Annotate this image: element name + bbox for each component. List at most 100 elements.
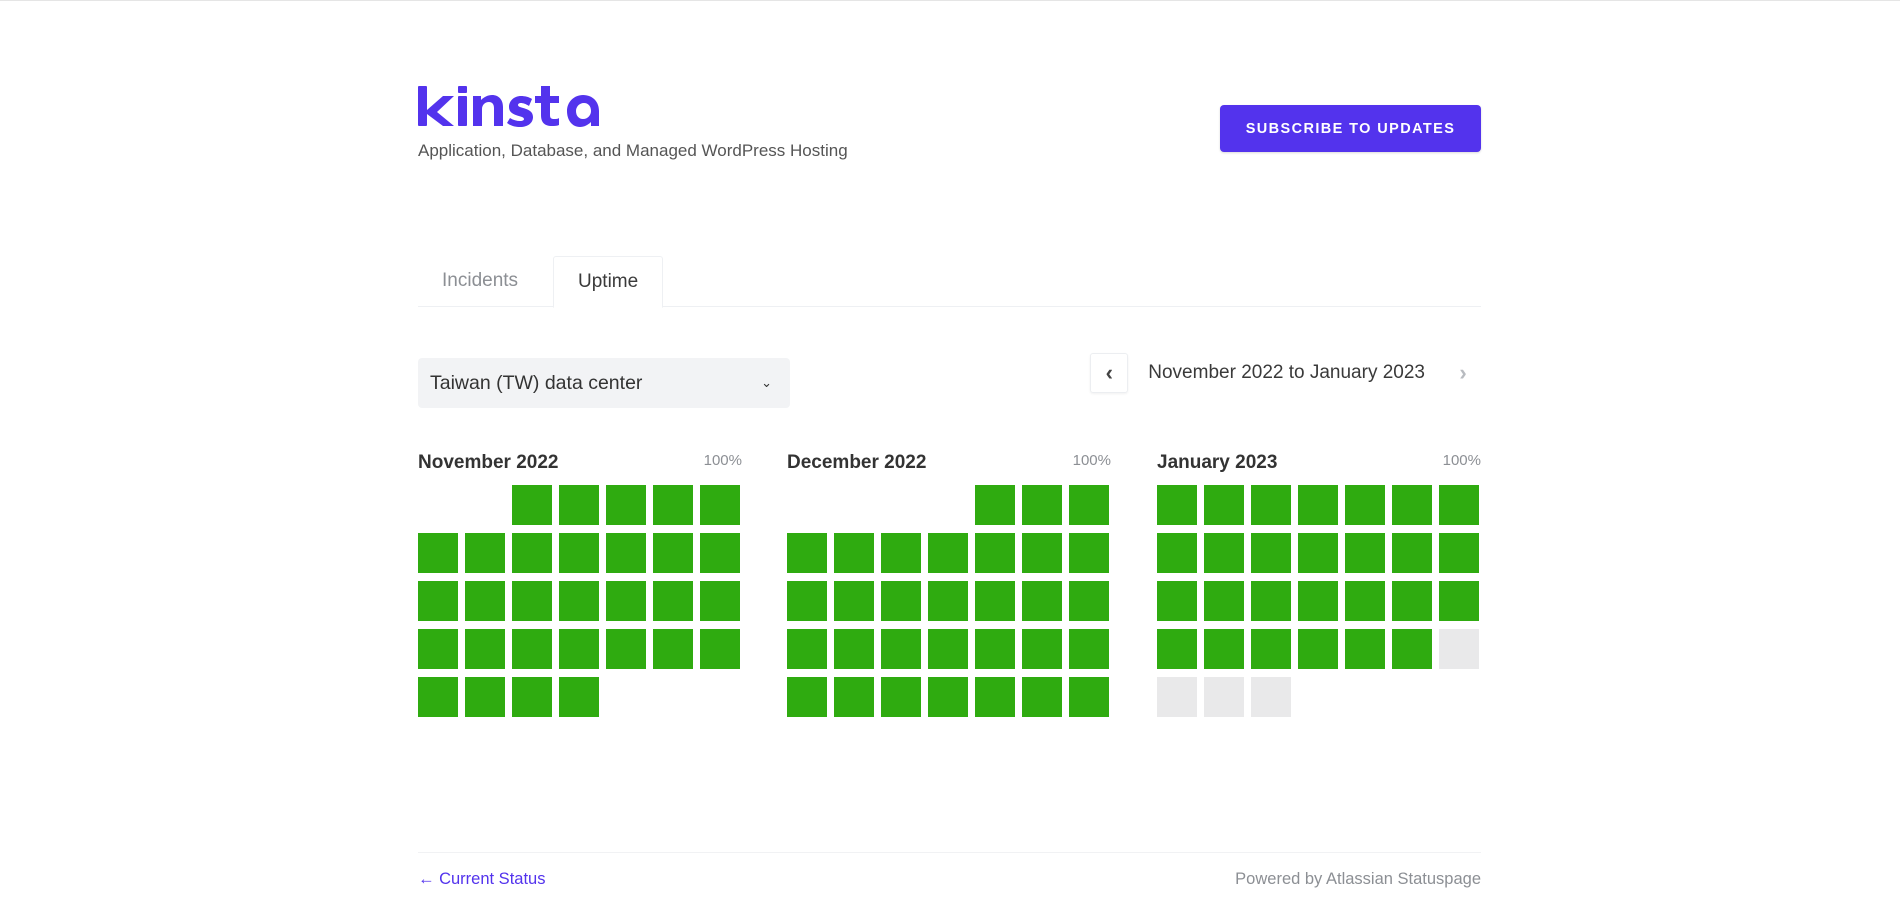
day-cell-operational[interactable] xyxy=(1022,533,1062,573)
day-cell-operational[interactable] xyxy=(1157,629,1197,669)
day-cell-operational[interactable] xyxy=(1251,581,1291,621)
day-cell-operational[interactable] xyxy=(700,533,740,573)
day-cell-operational[interactable] xyxy=(1022,677,1062,717)
day-cell-operational[interactable] xyxy=(700,629,740,669)
day-cell-operational[interactable] xyxy=(787,581,827,621)
day-cell-operational[interactable] xyxy=(418,533,458,573)
next-range-button[interactable]: › xyxy=(1445,354,1481,392)
day-cell-operational[interactable] xyxy=(1069,581,1109,621)
day-cell-operational[interactable] xyxy=(881,533,921,573)
day-cell-operational[interactable] xyxy=(1069,677,1109,717)
day-cell-operational[interactable] xyxy=(465,677,505,717)
day-cell-operational[interactable] xyxy=(834,581,874,621)
day-cell-operational[interactable] xyxy=(975,581,1015,621)
day-cell-operational[interactable] xyxy=(1157,533,1197,573)
day-cell-operational[interactable] xyxy=(787,677,827,717)
day-cell-operational[interactable] xyxy=(928,629,968,669)
day-cell-operational[interactable] xyxy=(1298,485,1338,525)
day-cell-operational[interactable] xyxy=(1392,485,1432,525)
day-cell-operational[interactable] xyxy=(1022,581,1062,621)
day-cell-operational[interactable] xyxy=(881,581,921,621)
day-cell-operational[interactable] xyxy=(653,581,693,621)
day-cell-operational[interactable] xyxy=(1298,581,1338,621)
data-center-select[interactable]: Taiwan (TW) data center ⌄ xyxy=(418,358,790,408)
day-cell-operational[interactable] xyxy=(1157,581,1197,621)
day-cell-operational[interactable] xyxy=(606,533,646,573)
day-cell-operational[interactable] xyxy=(559,629,599,669)
day-cell-operational[interactable] xyxy=(834,533,874,573)
day-cell-operational[interactable] xyxy=(512,581,552,621)
day-cell-operational[interactable] xyxy=(1204,629,1244,669)
day-cell-no-data[interactable] xyxy=(1204,677,1244,717)
day-cell-operational[interactable] xyxy=(1345,533,1385,573)
day-cell-operational[interactable] xyxy=(700,485,740,525)
day-cell-operational[interactable] xyxy=(1157,485,1197,525)
day-cell-operational[interactable] xyxy=(1069,485,1109,525)
current-status-link[interactable]: ← Current Status xyxy=(418,870,546,888)
day-cell-operational[interactable] xyxy=(1392,533,1432,573)
day-cell-operational[interactable] xyxy=(1439,533,1479,573)
day-cell-operational[interactable] xyxy=(1439,581,1479,621)
day-cell-operational[interactable] xyxy=(881,629,921,669)
kinsta-logo[interactable] xyxy=(418,86,618,130)
day-cell-operational[interactable] xyxy=(653,629,693,669)
day-cell-operational[interactable] xyxy=(653,533,693,573)
day-cell-operational[interactable] xyxy=(1345,629,1385,669)
day-cell-operational[interactable] xyxy=(512,629,552,669)
day-cell-operational[interactable] xyxy=(606,485,646,525)
day-cell-operational[interactable] xyxy=(1392,581,1432,621)
day-cell-operational[interactable] xyxy=(559,533,599,573)
powered-by-link[interactable]: Powered by Atlassian Statuspage xyxy=(1235,870,1481,888)
day-cell-operational[interactable] xyxy=(465,629,505,669)
day-cell-operational[interactable] xyxy=(653,485,693,525)
day-cell-operational[interactable] xyxy=(1439,485,1479,525)
tab-uptime[interactable]: Uptime xyxy=(553,256,664,308)
day-cell-operational[interactable] xyxy=(1251,629,1291,669)
day-cell-operational[interactable] xyxy=(1345,485,1385,525)
day-cell-operational[interactable] xyxy=(881,677,921,717)
day-cell-operational[interactable] xyxy=(834,629,874,669)
day-cell-operational[interactable] xyxy=(559,485,599,525)
day-cell-operational[interactable] xyxy=(787,533,827,573)
day-cell-operational[interactable] xyxy=(512,485,552,525)
day-cell-operational[interactable] xyxy=(1069,533,1109,573)
day-cell-operational[interactable] xyxy=(512,677,552,717)
day-cell-operational[interactable] xyxy=(418,629,458,669)
day-cell-operational[interactable] xyxy=(1022,629,1062,669)
day-cell-operational[interactable] xyxy=(1204,533,1244,573)
previous-range-button[interactable]: ‹ xyxy=(1090,353,1129,393)
day-cell-operational[interactable] xyxy=(787,629,827,669)
day-cell-operational[interactable] xyxy=(1298,629,1338,669)
day-cell-operational[interactable] xyxy=(700,581,740,621)
day-cell-no-data[interactable] xyxy=(1157,677,1197,717)
day-cell-no-data[interactable] xyxy=(1439,629,1479,669)
day-cell-operational[interactable] xyxy=(1251,485,1291,525)
day-cell-operational[interactable] xyxy=(1069,629,1109,669)
day-cell-operational[interactable] xyxy=(928,533,968,573)
day-cell-operational[interactable] xyxy=(1022,485,1062,525)
day-cell-no-data[interactable] xyxy=(1251,677,1291,717)
subscribe-button[interactable]: SUBSCRIBE TO UPDATES xyxy=(1220,105,1481,152)
day-cell-operational[interactable] xyxy=(1204,485,1244,525)
day-cell-operational[interactable] xyxy=(465,581,505,621)
day-cell-operational[interactable] xyxy=(975,677,1015,717)
day-cell-operational[interactable] xyxy=(512,533,552,573)
day-cell-operational[interactable] xyxy=(975,485,1015,525)
day-cell-operational[interactable] xyxy=(418,677,458,717)
day-cell-operational[interactable] xyxy=(465,533,505,573)
day-cell-operational[interactable] xyxy=(1345,581,1385,621)
day-cell-operational[interactable] xyxy=(418,581,458,621)
day-cell-operational[interactable] xyxy=(606,581,646,621)
day-cell-operational[interactable] xyxy=(559,677,599,717)
day-cell-operational[interactable] xyxy=(975,533,1015,573)
day-cell-operational[interactable] xyxy=(559,581,599,621)
day-cell-operational[interactable] xyxy=(1392,629,1432,669)
day-cell-operational[interactable] xyxy=(1204,581,1244,621)
day-cell-operational[interactable] xyxy=(928,677,968,717)
day-cell-operational[interactable] xyxy=(975,629,1015,669)
day-cell-operational[interactable] xyxy=(606,629,646,669)
day-cell-operational[interactable] xyxy=(1298,533,1338,573)
day-cell-operational[interactable] xyxy=(834,677,874,717)
day-cell-operational[interactable] xyxy=(928,581,968,621)
day-cell-operational[interactable] xyxy=(1251,533,1291,573)
